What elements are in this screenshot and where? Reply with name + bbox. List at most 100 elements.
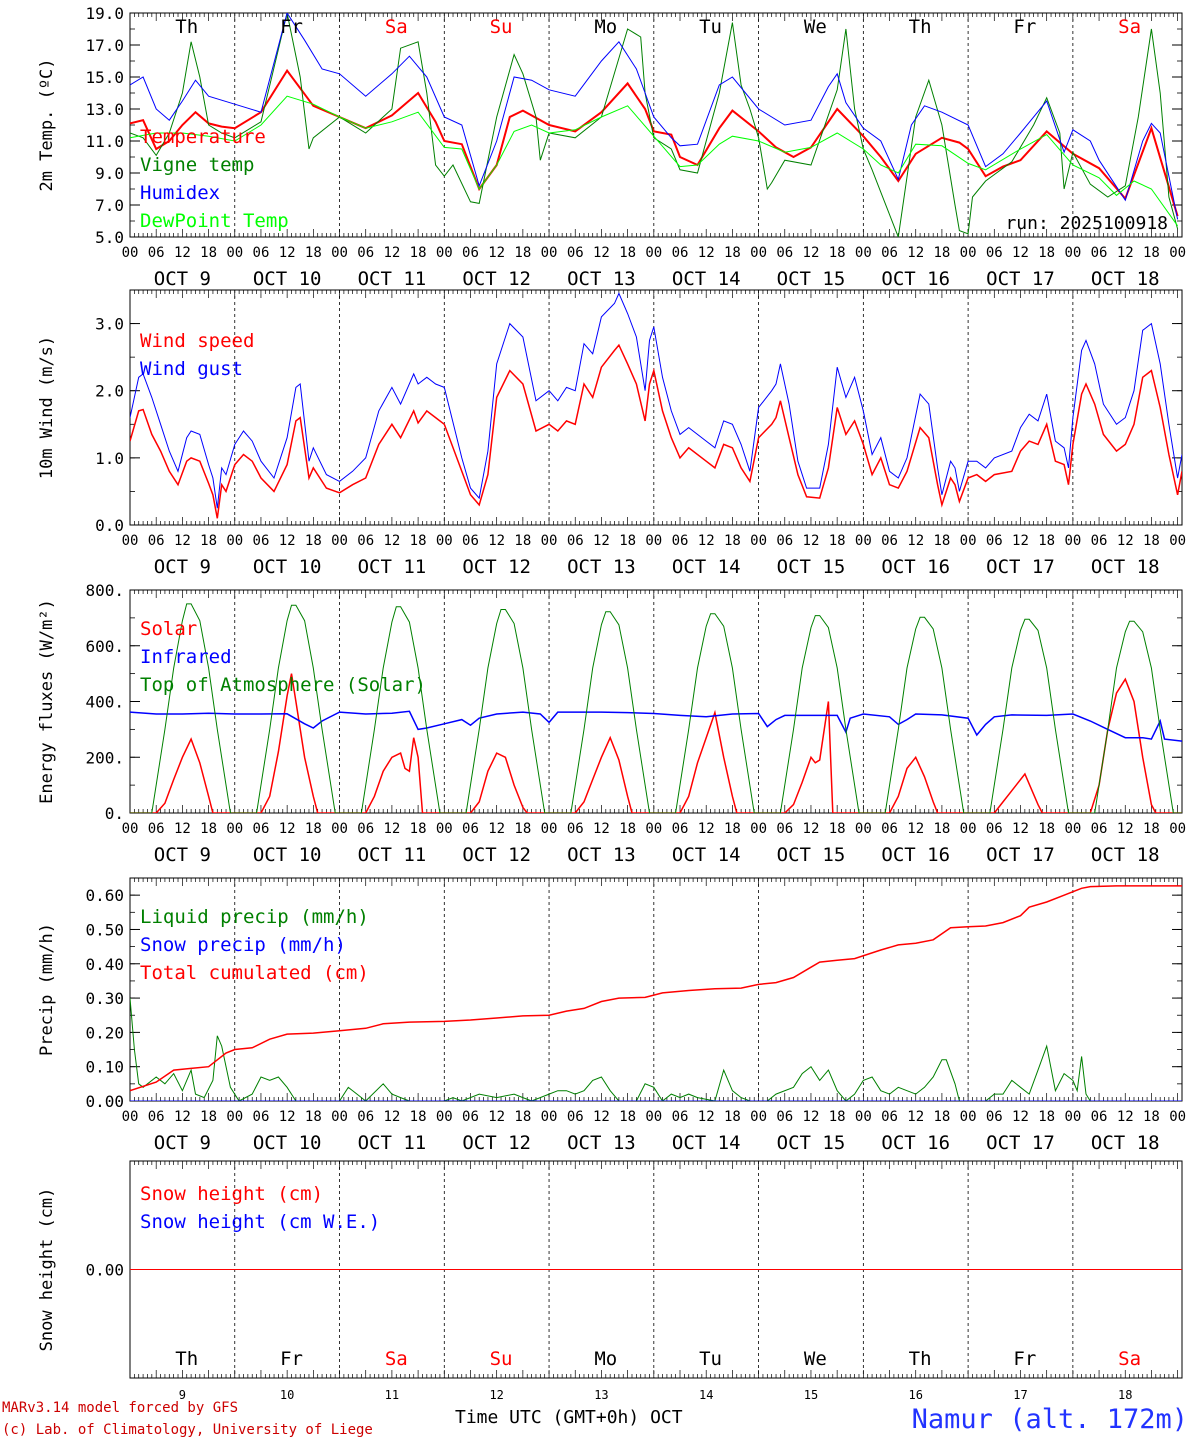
hour-tick-label: 00: [1064, 821, 1081, 837]
hour-tick-label: 12: [174, 1109, 191, 1125]
legend-entry: Top of Atmosphere (Solar): [140, 674, 426, 696]
y-tick-label: 17.0: [85, 36, 124, 55]
hour-tick-label: 06: [148, 1109, 165, 1125]
hour-tick-label: 18: [200, 1109, 217, 1125]
hour-tick-label: 00: [855, 821, 872, 837]
date-label: OCT 11: [358, 268, 427, 290]
hour-tick-label: 06: [672, 821, 689, 837]
hour-tick-label: 06: [253, 533, 270, 549]
legend-entry: Snow precip (mm/h): [140, 934, 346, 956]
hour-tick-label: 00: [122, 533, 139, 549]
hour-tick-label: 00: [1169, 821, 1186, 837]
hour-tick-label: 18: [1143, 1109, 1160, 1125]
panel-wind: 0.0 1.0 2.0 3.0 10m Wind (m/s) Wind speed Wind…: [37, 289, 1186, 578]
date-label: OCT 14: [672, 1132, 741, 1154]
y-axis-label: 10m Wind (m/s): [37, 336, 57, 479]
hour-tick-label: 12: [698, 245, 715, 261]
hour-tick-label: 18: [933, 1109, 950, 1125]
y-tick-label: 0.60: [85, 886, 124, 905]
hour-tick-label: 00: [750, 1109, 767, 1125]
hour-tick-label: 18: [619, 245, 636, 261]
y-tick-label: 11.0: [85, 132, 124, 151]
date-label: OCT 11: [358, 844, 427, 866]
legend-entry: Wind gust: [140, 358, 243, 380]
hour-tick-label: 00: [436, 533, 453, 549]
date-label: OCT 10: [253, 556, 322, 578]
hour-tick-label: 12: [907, 821, 924, 837]
hour-tick-label: 18: [1143, 245, 1160, 261]
hour-tick-label: 12: [383, 245, 400, 261]
hour-tick-label: 18: [1038, 533, 1055, 549]
date-label: OCT 15: [777, 556, 846, 578]
hour-tick-label: 06: [357, 1109, 374, 1125]
date-label: OCT 18: [1091, 268, 1160, 290]
hour-tick-label: 18: [724, 1109, 741, 1125]
legend-entry: Liquid precip (mm/h): [140, 906, 369, 928]
hour-tick-label: 06: [986, 245, 1003, 261]
hour-tick-label: 06: [357, 245, 374, 261]
hour-tick-label: 18: [1038, 1109, 1055, 1125]
series-line-solar: [130, 673, 1182, 813]
date-label: OCT 17: [986, 1132, 1055, 1154]
hour-tick-label: 00: [436, 821, 453, 837]
y-tick-label: 200.: [85, 748, 124, 767]
y-axis-label: Precip (mm/h): [37, 923, 57, 1056]
hour-tick-label: 06: [462, 533, 479, 549]
date-label: OCT 12: [462, 556, 531, 578]
y-tick-label: 2.0: [95, 382, 124, 401]
hour-tick-label: 06: [776, 821, 793, 837]
hour-tick-label: 18: [514, 533, 531, 549]
panel-precip: 0.00 0.10 0.20 0.30 0.40 0.50 0.60 Precip (mm/h…: [37, 877, 1186, 1154]
hour-tick-label: 00: [645, 533, 662, 549]
date-label: OCT 10: [253, 1132, 322, 1154]
hour-tick-label: 12: [488, 245, 505, 261]
hour-tick-label: 00: [750, 245, 767, 261]
y-tick-label: 0.0: [95, 516, 124, 535]
hour-tick-label: 12: [488, 1109, 505, 1125]
hour-tick-label: 12: [279, 821, 296, 837]
hour-tick-label: 12: [907, 533, 924, 549]
hour-tick-label: 00: [331, 1109, 348, 1125]
date-label: OCT 11: [358, 1132, 427, 1154]
hour-tick-label: 18: [200, 821, 217, 837]
legend-entry: Temperature: [140, 126, 266, 148]
weekday-label: Mo: [594, 1348, 617, 1370]
date-label: OCT 18: [1091, 556, 1160, 578]
weekday-label: Th: [909, 16, 932, 38]
y-tick-label: 3.0: [95, 315, 124, 334]
hour-tick-label: 00: [960, 245, 977, 261]
series-line-humidex: [130, 13, 1179, 220]
hour-tick-label: 18: [514, 821, 531, 837]
hour-tick-label: 06: [462, 821, 479, 837]
hour-tick-label: 06: [567, 245, 584, 261]
y-tick-label: 0.10: [85, 1058, 124, 1077]
hour-tick-label: 12: [1012, 533, 1029, 549]
series-line-total-cumulated-cm-: [130, 885, 1182, 1092]
series-line-dewpoint-temp: [130, 95, 1179, 227]
hour-tick-label: 00: [960, 821, 977, 837]
date-label: OCT 9: [154, 268, 211, 290]
date-label: OCT 15: [777, 844, 846, 866]
hour-tick-label: 18: [514, 1109, 531, 1125]
hour-tick-label: 12: [907, 245, 924, 261]
hour-tick-label: 06: [776, 1109, 793, 1125]
hour-tick-label: 18: [619, 1109, 636, 1125]
weekday-label: Th: [175, 16, 198, 38]
hour-tick-label: 12: [1012, 245, 1029, 261]
hour-tick-label: 06: [672, 1109, 689, 1125]
hour-tick-label: 00: [436, 1109, 453, 1125]
hour-tick-label: 18: [933, 245, 950, 261]
hour-tick-label: 18: [829, 1109, 846, 1125]
hour-tick-label: 18: [305, 245, 322, 261]
hour-tick-label: 12: [279, 533, 296, 549]
hour-tick-label: 12: [174, 533, 191, 549]
weekday-label: Sa: [1118, 16, 1141, 38]
y-tick-label: 0.: [105, 804, 124, 823]
hour-tick-label: 06: [357, 821, 374, 837]
hour-tick-label: 12: [803, 1109, 820, 1125]
hour-tick-label: 00: [122, 1109, 139, 1125]
hour-tick-label: 18: [200, 533, 217, 549]
hour-tick-label: 18: [200, 245, 217, 261]
weekday-label: Th: [175, 1348, 198, 1370]
series-line-infrared: [130, 710, 1182, 742]
